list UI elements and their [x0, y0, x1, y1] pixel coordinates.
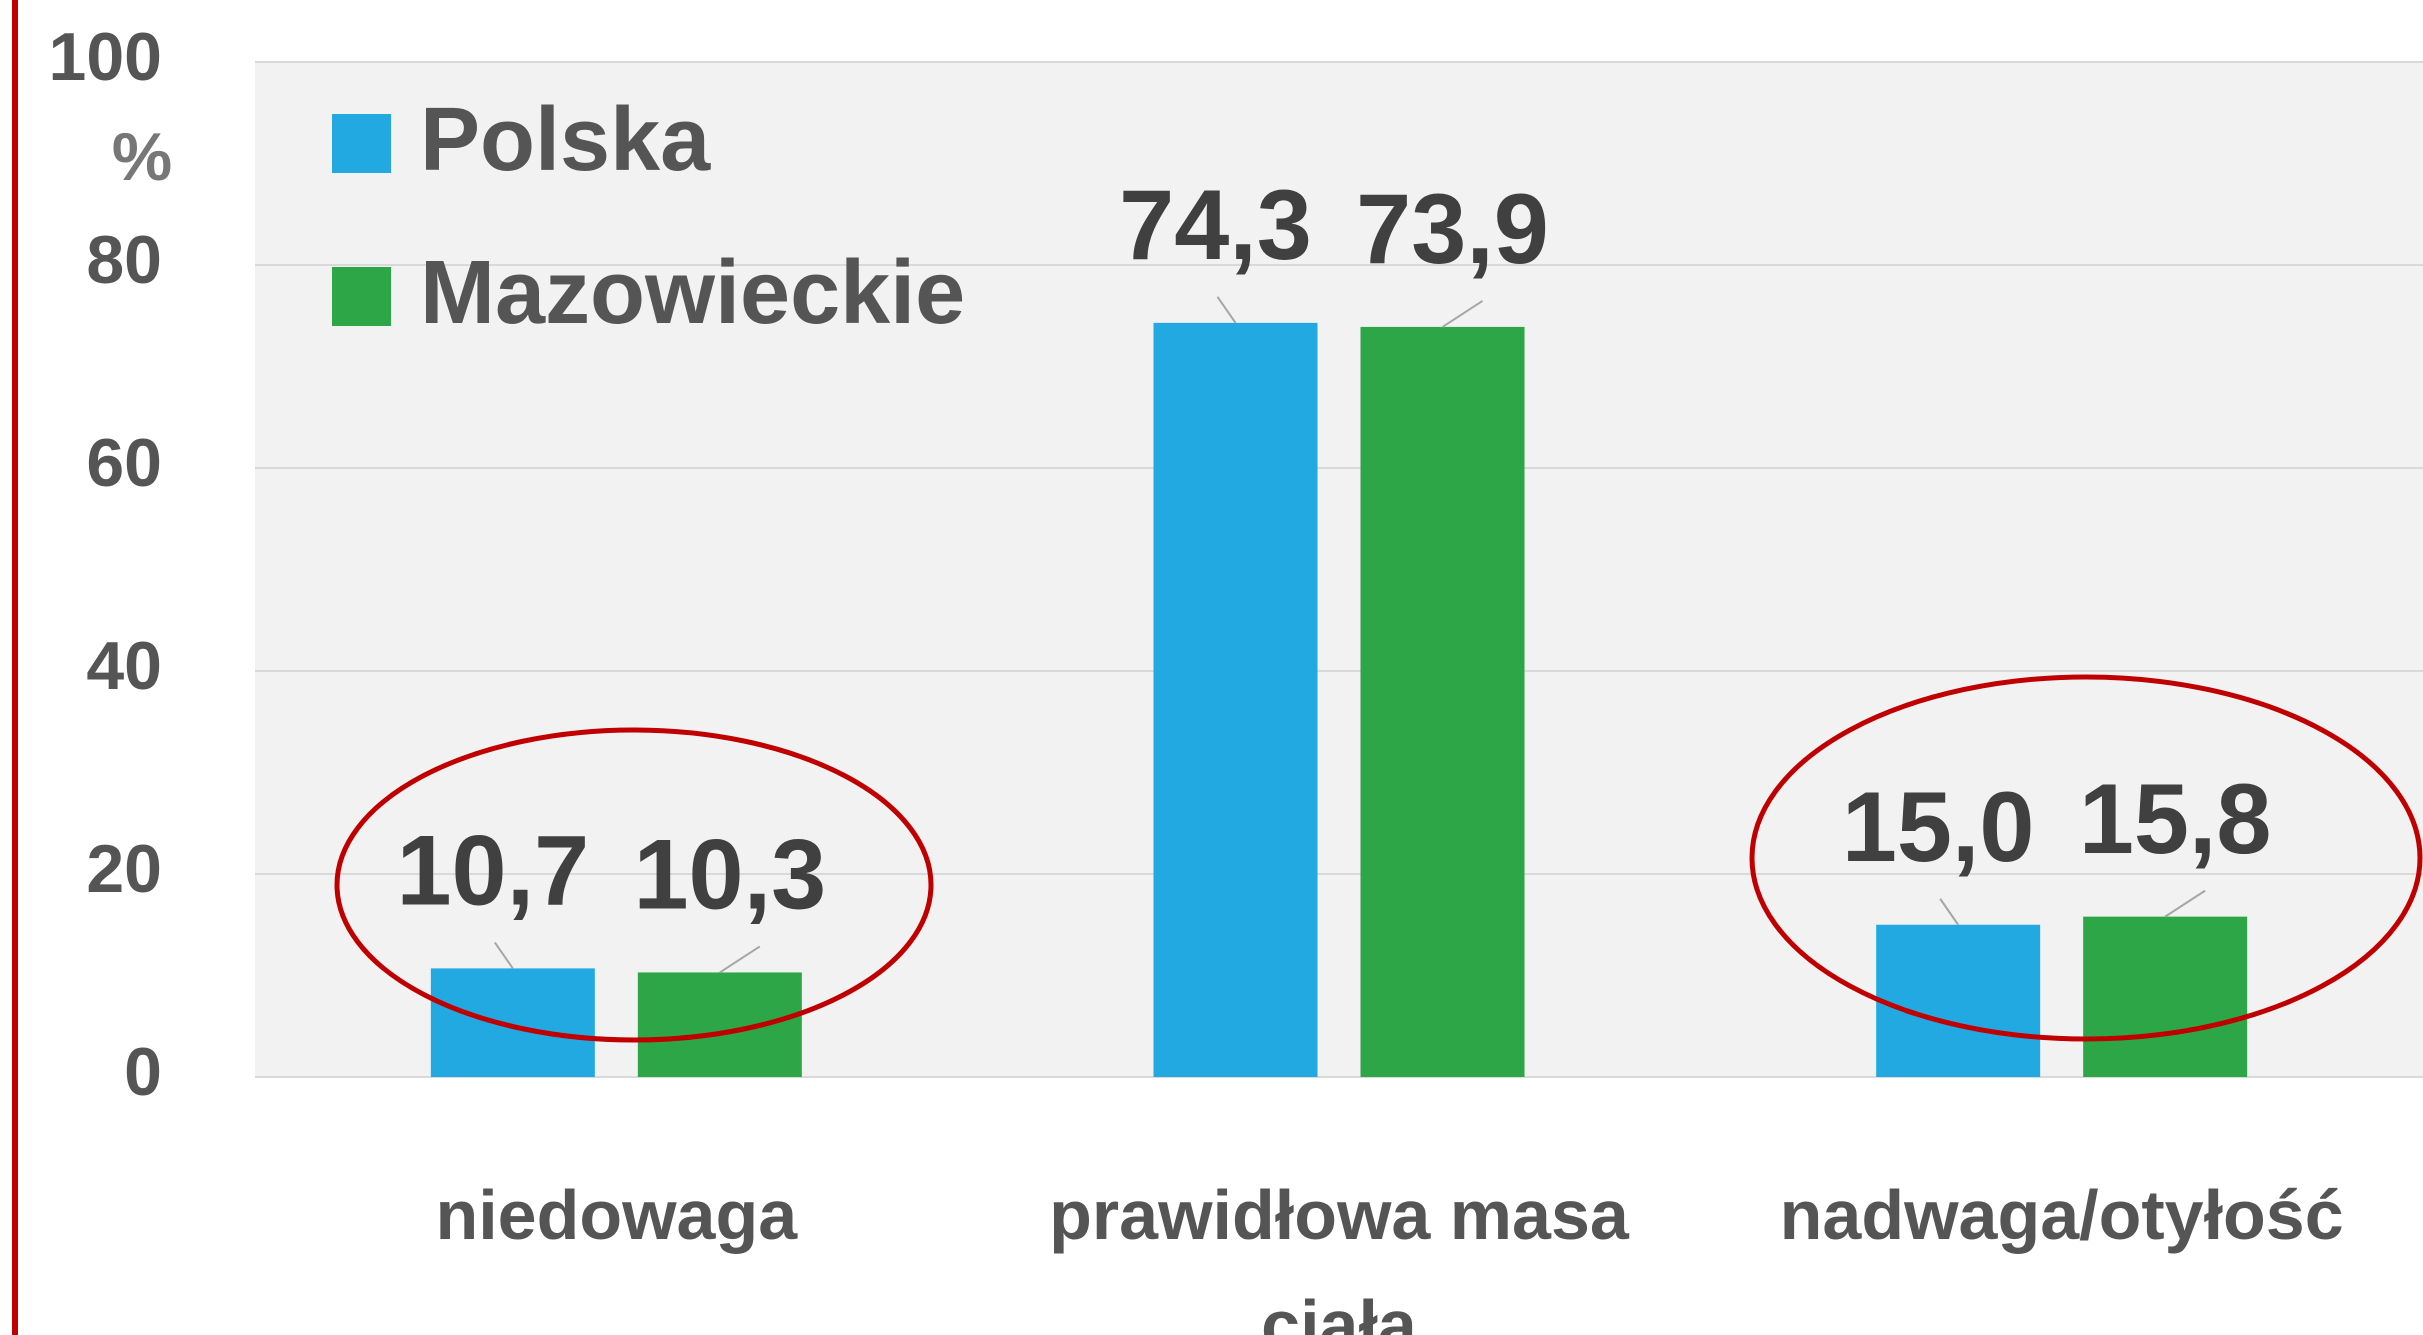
bar — [637, 972, 802, 1077]
bar — [2083, 916, 2248, 1077]
y-tick-label: 60 — [86, 425, 162, 501]
leader-line — [1216, 296, 1237, 324]
bar — [1153, 322, 1318, 1078]
legend-label: Mazowieckie — [420, 243, 965, 343]
legend-swatch — [332, 114, 391, 173]
annotation-ellipse — [334, 727, 934, 1043]
x-tick-label: nadwaga/otyłość — [1779, 1176, 2344, 1254]
x-tick-label: niedowaga — [435, 1176, 798, 1254]
leader-line — [719, 945, 761, 974]
leader-line — [2164, 889, 2206, 918]
value-label: 73,9 — [1356, 173, 1549, 284]
bar — [1876, 924, 2041, 1077]
x-tick-label: prawidłowa masa ciała — [1049, 1176, 1629, 1335]
bar — [1360, 326, 1525, 1077]
leader-line — [494, 941, 514, 969]
legend-swatch — [332, 267, 391, 326]
y-tick-label: 100 — [49, 19, 162, 95]
value-label: 10,7 — [396, 815, 589, 926]
legend-label: Polska — [420, 90, 711, 190]
value-label: 15,0 — [1842, 771, 2035, 882]
leader-line — [1939, 898, 1959, 926]
y-tick-label: 40 — [86, 628, 162, 704]
value-label: 15,8 — [2079, 763, 2272, 874]
y-tick-label: 80 — [86, 222, 162, 298]
annotation-ellipse — [1749, 674, 2423, 1042]
plot-background — [255, 62, 2423, 1077]
y-tick-label: 0 — [124, 1034, 162, 1110]
y-axis-label: % — [112, 119, 172, 195]
value-label: 74,3 — [1119, 169, 1312, 280]
value-label: 10,3 — [633, 819, 826, 930]
y-tick-label: 20 — [86, 831, 162, 907]
bar — [430, 968, 595, 1077]
leader-line — [1441, 300, 1484, 328]
